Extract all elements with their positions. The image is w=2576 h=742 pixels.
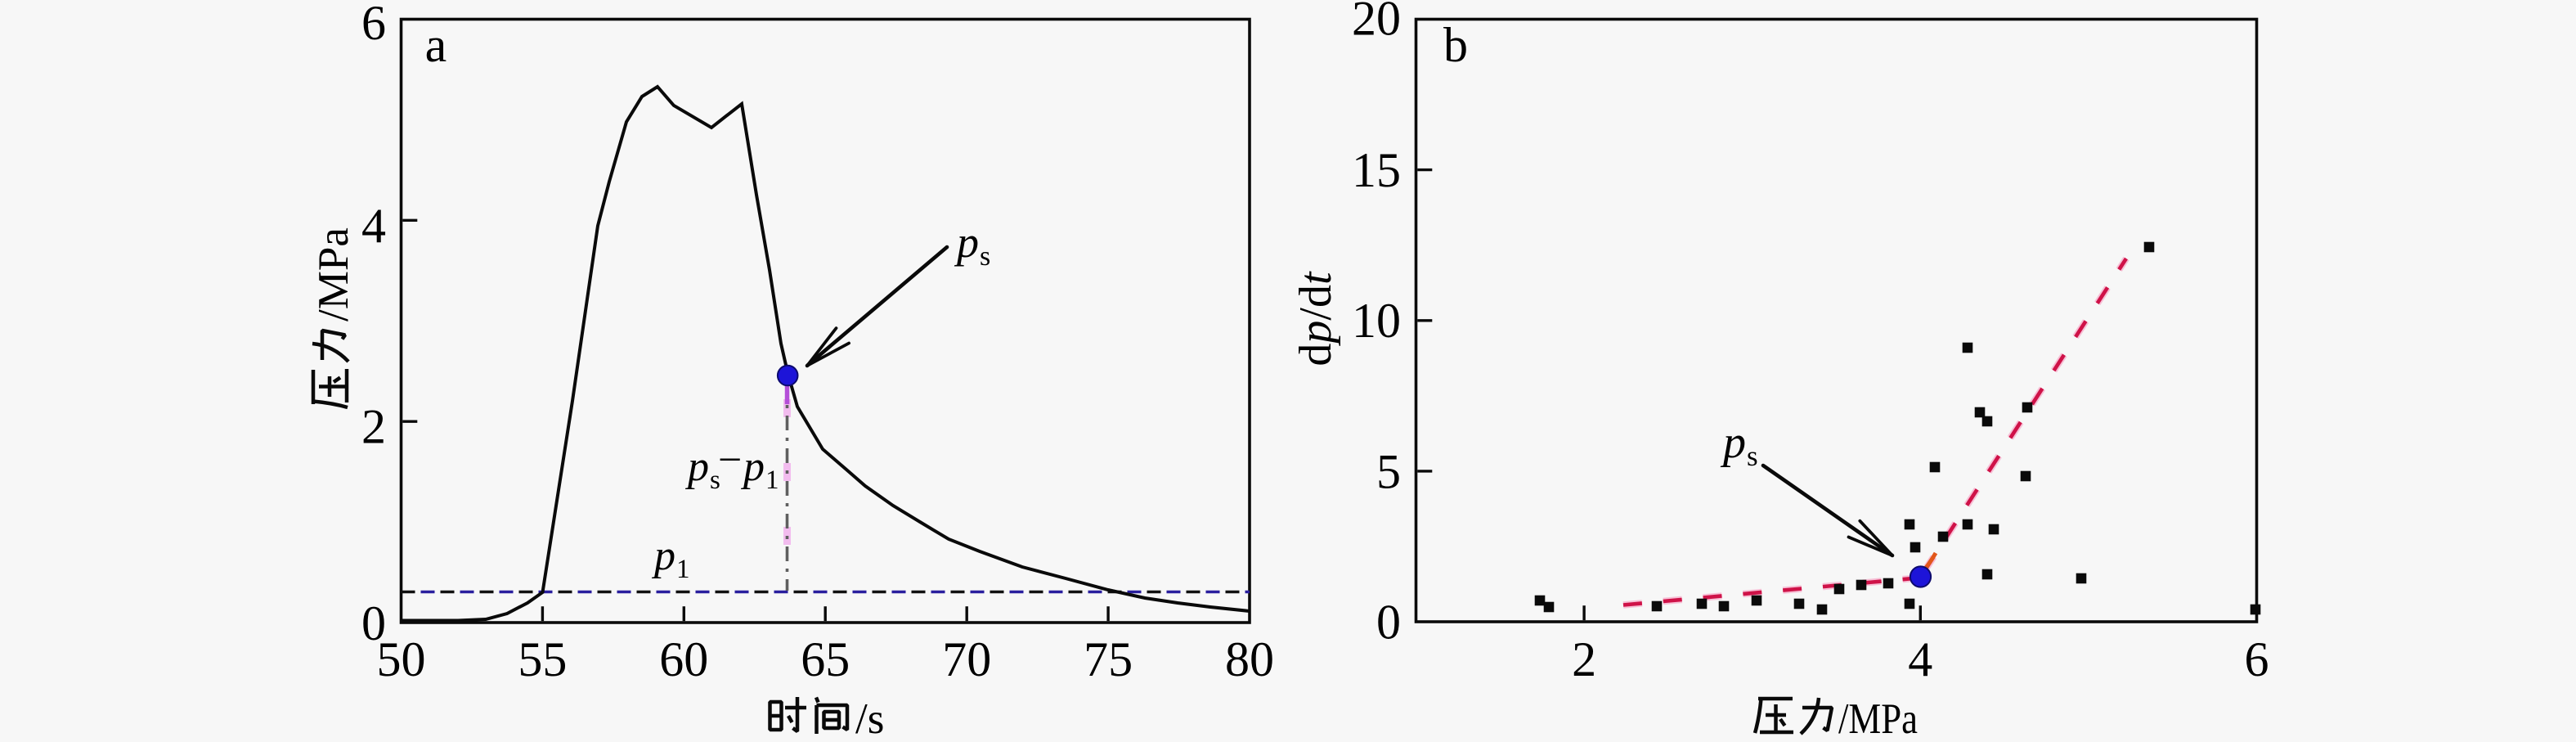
svg-text:6: 6 xyxy=(2245,632,2269,686)
svg-text:b: b xyxy=(1443,18,1468,72)
svg-text:p: p xyxy=(651,533,675,579)
svg-text:55: 55 xyxy=(518,632,567,686)
svg-text:0: 0 xyxy=(361,596,386,650)
svg-text:1: 1 xyxy=(676,555,690,584)
svg-text:6: 6 xyxy=(361,0,386,50)
svg-text:50: 50 xyxy=(377,632,426,686)
svg-text:/MPa: /MPa xyxy=(1838,695,1918,742)
svg-text:p: p xyxy=(740,443,765,490)
svg-text:s: s xyxy=(710,465,720,495)
svg-text:p: p xyxy=(684,443,709,490)
svg-text:70: 70 xyxy=(942,632,991,686)
svg-text:15: 15 xyxy=(1352,143,1401,197)
svg-text:80: 80 xyxy=(1225,632,1274,686)
svg-text:20: 20 xyxy=(1352,0,1401,46)
svg-text:0: 0 xyxy=(1376,596,1401,650)
svg-text:60: 60 xyxy=(659,632,708,686)
svg-text:dp/dt: dp/dt xyxy=(1290,271,1341,367)
svg-text:p: p xyxy=(954,218,979,267)
svg-text:a: a xyxy=(425,18,447,72)
svg-text:/MPa: /MPa xyxy=(310,227,357,322)
svg-text:2: 2 xyxy=(1572,632,1596,686)
svg-text:10: 10 xyxy=(1352,294,1401,348)
svg-text:/s: /s xyxy=(855,695,884,742)
svg-text:s: s xyxy=(980,241,990,272)
svg-text:p: p xyxy=(1720,417,1746,468)
svg-text:−: − xyxy=(718,437,742,483)
svg-text:s: s xyxy=(1747,440,1758,472)
svg-text:4: 4 xyxy=(361,199,386,253)
svg-text:65: 65 xyxy=(801,632,850,686)
svg-text:4: 4 xyxy=(1908,632,1932,686)
svg-text:1: 1 xyxy=(765,465,779,495)
svg-text:5: 5 xyxy=(1376,444,1401,498)
svg-text:75: 75 xyxy=(1084,632,1133,686)
svg-text:2: 2 xyxy=(361,400,386,454)
